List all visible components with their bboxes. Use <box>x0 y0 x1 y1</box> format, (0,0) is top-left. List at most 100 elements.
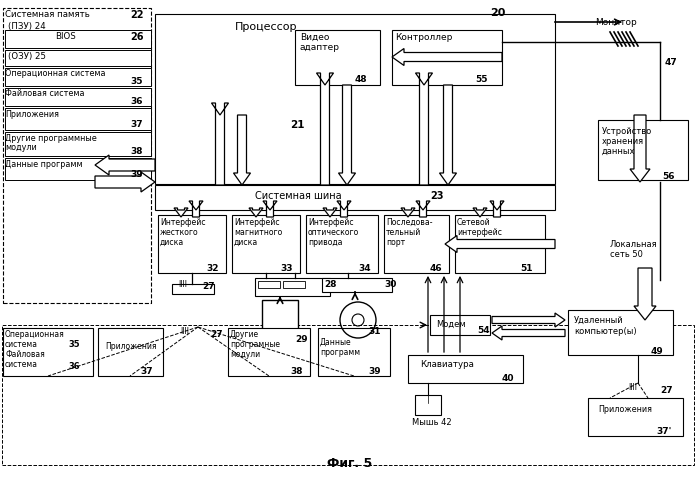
Text: IIII: IIII <box>180 327 189 336</box>
Text: Устройство: Устройство <box>602 127 652 136</box>
Text: 29: 29 <box>295 335 308 344</box>
Text: Файловая система: Файловая система <box>5 89 85 98</box>
Text: диска: диска <box>160 238 185 247</box>
Bar <box>2 325 694 465</box>
Polygon shape <box>492 326 565 340</box>
Text: Приложения: Приложения <box>105 342 157 351</box>
Bar <box>455 215 545 273</box>
Text: 36: 36 <box>130 97 143 106</box>
Text: Другие: Другие <box>230 330 259 339</box>
Bar <box>3 8 151 303</box>
Text: 27: 27 <box>660 386 672 395</box>
Text: Данные: Данные <box>320 338 352 347</box>
Text: 38: 38 <box>290 367 303 376</box>
Text: хранения: хранения <box>602 137 644 146</box>
Bar <box>306 215 378 273</box>
Polygon shape <box>95 155 155 175</box>
Polygon shape <box>317 73 333 185</box>
Polygon shape <box>337 201 351 217</box>
Text: Монитор: Монитор <box>595 18 637 27</box>
Polygon shape <box>189 201 203 217</box>
Text: 37: 37 <box>140 367 152 376</box>
Text: 36: 36 <box>68 362 80 371</box>
Text: Интерфейс: Интерфейс <box>234 218 280 227</box>
Text: 28: 28 <box>324 280 336 289</box>
Text: привода: привода <box>308 238 343 247</box>
Text: 27: 27 <box>210 330 222 339</box>
Text: тельный: тельный <box>386 228 421 237</box>
Text: 39: 39 <box>130 170 143 179</box>
Polygon shape <box>634 268 656 320</box>
Bar <box>5 50 151 66</box>
Bar <box>5 132 151 156</box>
Bar <box>258 281 280 288</box>
Bar <box>598 120 688 180</box>
Text: 37: 37 <box>130 120 143 129</box>
Bar <box>255 278 330 296</box>
Polygon shape <box>440 85 456 185</box>
Text: порт: порт <box>386 238 405 247</box>
Text: 30: 30 <box>384 280 396 289</box>
Text: 47: 47 <box>665 58 678 67</box>
Polygon shape <box>338 85 356 185</box>
Text: Интерфейс: Интерфейс <box>160 218 206 227</box>
Text: Интерфейс: Интерфейс <box>308 218 354 227</box>
Polygon shape <box>630 115 650 182</box>
Text: програмные: програмные <box>230 340 280 349</box>
Text: 46: 46 <box>430 264 442 273</box>
Text: 35: 35 <box>130 77 143 86</box>
Text: магнитного: магнитного <box>234 228 282 237</box>
Bar <box>172 284 214 294</box>
Text: интерфейс: интерфейс <box>457 228 502 237</box>
Bar <box>262 300 298 342</box>
Text: Системная память: Системная память <box>5 10 90 19</box>
Text: компьютер(ы): компьютер(ы) <box>574 327 637 336</box>
Text: Файловая: Файловая <box>5 350 45 359</box>
Text: IIII: IIII <box>628 383 637 392</box>
Polygon shape <box>263 201 277 217</box>
Bar <box>295 30 380 85</box>
Polygon shape <box>95 172 155 192</box>
Text: (ОЗУ) 25: (ОЗУ) 25 <box>8 52 46 61</box>
Bar <box>283 281 305 288</box>
Bar <box>5 108 151 130</box>
Polygon shape <box>174 208 188 217</box>
Polygon shape <box>401 208 415 217</box>
Text: система: система <box>5 340 38 349</box>
Bar <box>5 68 151 86</box>
Bar <box>415 395 441 415</box>
Bar <box>5 30 151 48</box>
Text: IIII: IIII <box>178 280 187 289</box>
Bar <box>318 328 390 376</box>
Bar <box>384 215 449 273</box>
Text: Мышь 42: Мышь 42 <box>412 418 452 427</box>
Polygon shape <box>473 208 487 217</box>
Bar <box>3 328 93 376</box>
Polygon shape <box>392 48 502 66</box>
Polygon shape <box>445 236 555 252</box>
Text: Контроллер: Контроллер <box>395 33 452 42</box>
Text: Процессор: Процессор <box>235 22 298 32</box>
Text: 48: 48 <box>355 75 368 84</box>
Text: 34: 34 <box>358 264 370 273</box>
Bar <box>5 88 151 106</box>
Bar <box>392 30 502 85</box>
Bar <box>408 355 523 383</box>
Bar <box>232 215 300 273</box>
Text: Данные программ: Данные программ <box>5 160 82 169</box>
Text: Локальная: Локальная <box>610 240 658 249</box>
Text: 40: 40 <box>502 374 514 383</box>
Text: Приложения: Приложения <box>5 110 59 119</box>
Bar <box>430 315 490 335</box>
Bar <box>588 398 683 436</box>
Bar <box>568 310 673 355</box>
Text: модули: модули <box>5 143 37 152</box>
Text: 21: 21 <box>290 120 305 130</box>
Bar <box>155 185 555 210</box>
Polygon shape <box>249 208 263 217</box>
Text: (ПЗУ) 24: (ПЗУ) 24 <box>8 22 45 31</box>
Text: программ: программ <box>320 348 360 357</box>
Text: 22: 22 <box>130 10 143 20</box>
Polygon shape <box>490 201 504 217</box>
Text: диска: диска <box>234 238 258 247</box>
